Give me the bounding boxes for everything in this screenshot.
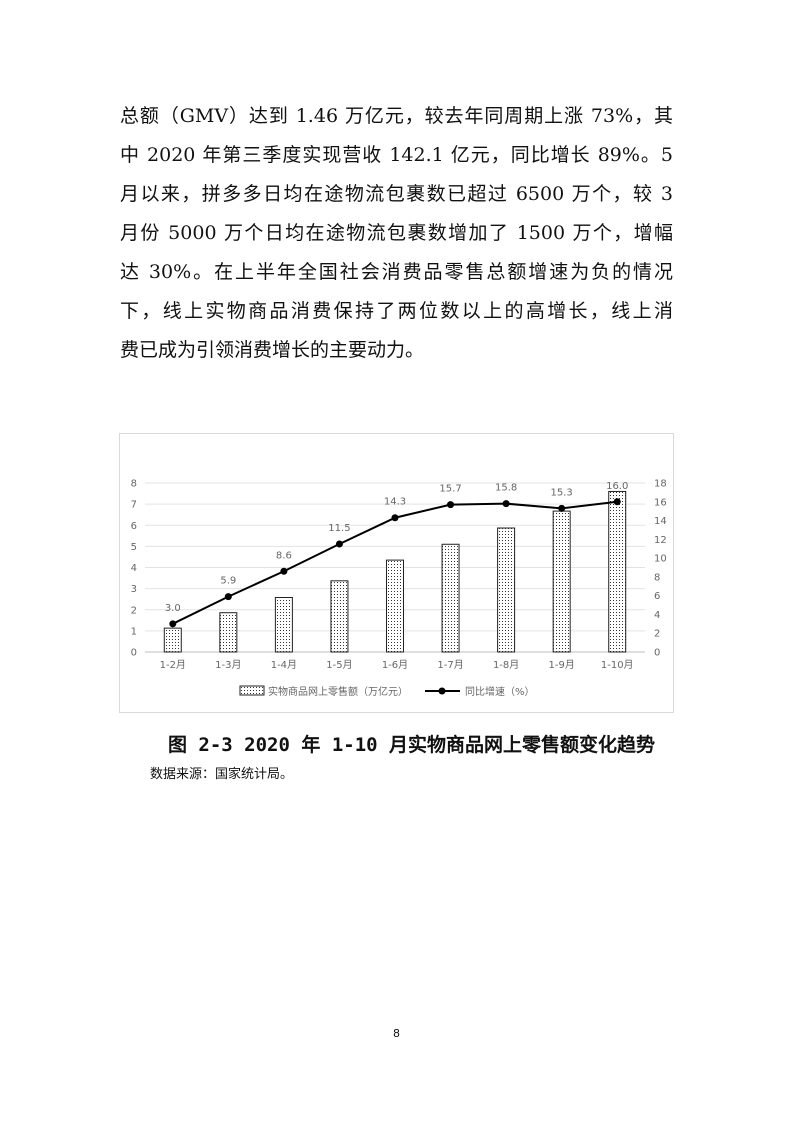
- line-point: [169, 620, 177, 628]
- text-line: 中 2020 年第三季度实现营收 142.1 亿元，同比增长 89%。5: [120, 144, 673, 166]
- left-tick-label: 5: [131, 542, 137, 553]
- text-line: 月份 5000 万个日均在途物流包裹数增加了 1500 万个，增幅: [120, 222, 673, 244]
- right-tick-label: 8: [654, 572, 660, 583]
- right-tick-label: 2: [654, 629, 660, 640]
- text-line: 费已成为引领消费增长的主要动力。: [120, 339, 425, 361]
- right-tick-label: 4: [654, 610, 660, 621]
- bar: [552, 510, 571, 653]
- data-label: 15.8: [495, 483, 517, 494]
- left-tick-label: 6: [131, 521, 137, 532]
- body-paragraph: 总额（GMV）达到 1.46 万亿元，较去年同周期上涨 73%，其 中 2020…: [120, 100, 673, 373]
- left-tick-label: 2: [131, 605, 137, 616]
- source-note: 数据来源：国家统计局。: [150, 767, 294, 782]
- data-label: 16.0: [606, 481, 628, 492]
- legend-line-label: 同比增速（%）: [465, 685, 535, 698]
- line-point: [502, 500, 510, 508]
- line-point: [224, 593, 232, 601]
- bar: [274, 596, 293, 653]
- category-label: 1-8月: [493, 659, 519, 671]
- right-tick-label: 16: [654, 497, 667, 508]
- bar: [497, 527, 516, 653]
- bar: [330, 580, 349, 653]
- category-label: 1-2月: [160, 659, 186, 671]
- line-point: [558, 504, 566, 512]
- bar: [163, 627, 182, 653]
- left-tick-label: 1: [131, 626, 137, 637]
- right-tick-label: 10: [654, 554, 667, 565]
- line-point: [613, 498, 621, 506]
- bar: [441, 543, 460, 653]
- data-label: 11.5: [328, 523, 350, 534]
- category-label: 1-7月: [437, 659, 463, 671]
- category-label: 1-10月: [601, 659, 634, 671]
- bar: [386, 559, 404, 653]
- chart: 0 1 2 3 4 5 6 7 8 0 2 4 6 8 10 12 14 16 18 1-2月 1-3月 1-4月 1-5月…: [119, 433, 674, 713]
- right-tick-label: 12: [654, 535, 667, 546]
- page-number: 8: [393, 1027, 400, 1040]
- category-label: 1-3月: [215, 659, 241, 671]
- category-label: 1-5月: [326, 659, 352, 671]
- legend-bar-label: 实物商品网上零售额（万亿元）: [268, 685, 408, 698]
- line-point: [447, 501, 455, 509]
- text-line: 达 30%。在上半年全国社会消费品零售总额增速为负的情况: [120, 261, 673, 283]
- data-label: 8.6: [276, 550, 292, 561]
- legend-line-marker: [438, 687, 446, 695]
- category-label: 1-4月: [271, 659, 297, 671]
- data-label: 3.0: [165, 603, 181, 614]
- right-tick-label: 0: [654, 648, 660, 659]
- left-tick-label: 4: [131, 563, 137, 574]
- line-point: [280, 567, 288, 575]
- figure-caption: 图 2-3 2020 年 1-10 月实物商品网上零售额变化趋势: [167, 734, 656, 756]
- right-tick-label: 6: [654, 591, 660, 602]
- bar: [219, 612, 238, 653]
- text-line: 月以来，拼多多日均在途物流包裹数已超过 6500 万个，较 3: [120, 183, 673, 205]
- data-label: 14.3: [384, 497, 406, 508]
- left-tick-label: 0: [131, 648, 137, 659]
- data-label: 5.9: [220, 576, 236, 587]
- line-point: [335, 540, 343, 548]
- text-line: 下，线上实物商品消费保持了两位数以上的高增长，线上消: [120, 300, 673, 322]
- left-tick-label: 8: [131, 479, 137, 490]
- category-label: 1-6月: [382, 659, 408, 671]
- category-label: 1-9月: [548, 659, 574, 671]
- line-point: [391, 514, 399, 522]
- data-label: 15.7: [439, 484, 461, 495]
- right-tick-label: 14: [654, 516, 667, 527]
- data-label: 15.3: [551, 487, 573, 498]
- left-tick-label: 7: [131, 500, 137, 511]
- left-tick-label: 3: [131, 584, 137, 595]
- right-tick-label: 18: [654, 479, 667, 490]
- text-line: 总额（GMV）达到 1.46 万亿元，较去年同周期上涨 73%，其: [120, 105, 673, 127]
- legend-bar-swatch: [239, 685, 265, 696]
- bar: [608, 490, 627, 653]
